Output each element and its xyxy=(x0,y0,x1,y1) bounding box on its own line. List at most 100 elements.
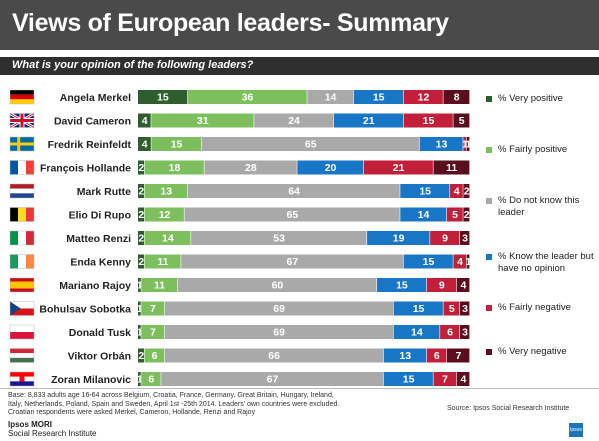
bar-segment xyxy=(181,254,403,269)
bar-segment xyxy=(443,90,470,104)
chart-row: Enda Kenny 2 11 67 15 4 1 xyxy=(9,254,471,269)
bar-segment xyxy=(138,325,141,339)
chart-row: François Hollande 2 18 28 20 21 11 xyxy=(9,160,470,175)
bar-segment xyxy=(403,254,453,269)
bar-segment xyxy=(433,160,470,175)
legend-item: % Very negative xyxy=(486,346,567,358)
italy-flag-icon xyxy=(9,230,35,246)
bar-segment xyxy=(333,113,403,128)
data-label: 4 xyxy=(142,115,148,127)
bar-segment xyxy=(353,90,403,104)
data-label: 7 xyxy=(150,327,156,339)
data-label: 7 xyxy=(150,303,156,315)
data-label: 11 xyxy=(154,280,165,292)
bar-segment xyxy=(403,90,443,104)
data-label: 4 xyxy=(460,374,466,386)
bar-segment xyxy=(456,372,470,386)
bar-segment xyxy=(460,301,470,316)
data-label: 2 xyxy=(138,209,144,221)
bar-segment xyxy=(138,90,188,104)
legend-label: % Fairly negative xyxy=(498,302,571,313)
bar-segment xyxy=(161,372,384,386)
bar-segment xyxy=(297,160,364,175)
data-label: 6 xyxy=(434,350,440,362)
bar-segment xyxy=(164,301,394,316)
data-label: 9 xyxy=(442,233,448,245)
data-label: 66 xyxy=(268,350,280,362)
chart-row: Mariano Rajoy 1 11 60 15 9 4 xyxy=(9,277,470,293)
data-label: 12 xyxy=(159,209,171,221)
data-label: 15 xyxy=(403,374,415,386)
brand-name: Ipsos MORI xyxy=(8,420,53,429)
data-label: 14 xyxy=(162,233,174,245)
category-label: Viktor Orbán xyxy=(68,351,131,363)
brand: Ipsos MORI Social Research Institute xyxy=(8,420,97,438)
data-label: 7 xyxy=(442,374,448,386)
bar-segment xyxy=(141,301,164,316)
bar-segment xyxy=(446,207,463,222)
question-strip: What is your opinion of the following le… xyxy=(0,57,599,75)
data-label: 28 xyxy=(245,162,257,174)
data-label: 4 xyxy=(457,256,463,268)
chart-row: Donald Tusk 1 7 69 14 6 3 xyxy=(9,324,470,340)
data-label: 7 xyxy=(455,350,461,362)
data-label: 36 xyxy=(242,92,254,104)
bar-segment xyxy=(453,254,467,269)
bar-segment xyxy=(141,372,161,386)
data-label: 15 xyxy=(171,139,183,151)
data-label: 11 xyxy=(157,256,168,268)
page-title: Views of European leaders- Summary xyxy=(12,9,449,37)
bar-segment xyxy=(400,207,447,222)
data-label: 15 xyxy=(419,186,431,198)
bar-segment xyxy=(144,231,191,245)
legend-item: % Fairly negative xyxy=(486,302,571,314)
data-label: 2 xyxy=(138,233,144,245)
bar-segment xyxy=(466,254,470,269)
chart-row: Zoran Milanovic 1 6 67 15 7 4 xyxy=(9,371,470,387)
data-label: 2 xyxy=(138,186,144,198)
data-label: 8 xyxy=(454,92,460,104)
data-label: 4 xyxy=(142,139,148,151)
uk-flag-icon xyxy=(9,112,35,129)
category-label: David Cameron xyxy=(54,116,131,128)
data-label: 13 xyxy=(436,139,448,151)
data-label: 60 xyxy=(272,280,284,292)
legend-item: % Know the leader but have no opinion xyxy=(486,251,596,274)
divider xyxy=(0,388,599,389)
bar-segment xyxy=(393,325,440,339)
data-label: 13 xyxy=(399,350,411,362)
category-label: Matteo Renzi xyxy=(66,233,131,245)
bar-segment xyxy=(138,160,145,175)
bar-segment xyxy=(187,184,400,198)
category-label: Enda Kenny xyxy=(70,257,131,269)
bar-segment xyxy=(430,231,460,245)
data-label: 2 xyxy=(464,186,470,198)
bar-segment xyxy=(383,348,427,363)
bar-segment xyxy=(367,231,430,245)
bar-segment xyxy=(144,207,184,222)
chart-row: Angela Merkel 15 36 14 15 12 8 xyxy=(9,89,470,105)
footnote-line: Croatian respondents were asked Merkel, … xyxy=(8,409,256,416)
bar-segment xyxy=(463,137,467,151)
bar-segment xyxy=(433,372,457,386)
data-label: 14 xyxy=(325,92,337,104)
data-label: 69 xyxy=(273,327,285,339)
data-label: 15 xyxy=(396,280,408,292)
bar-segment xyxy=(254,113,334,128)
bar-segment xyxy=(426,348,447,363)
data-label: 6 xyxy=(447,327,453,339)
bar-segment xyxy=(440,325,460,339)
data-label: 1 xyxy=(465,139,471,151)
data-label: 14 xyxy=(411,327,423,339)
bar-segment xyxy=(144,160,204,175)
bar-segment xyxy=(363,160,433,175)
poland-flag-icon xyxy=(9,324,35,340)
bar-segment xyxy=(151,137,202,151)
data-label: 15 xyxy=(413,303,425,315)
bar-segment xyxy=(138,231,145,245)
bar-segment xyxy=(138,372,141,386)
category-label: Mariano Rajoy xyxy=(59,280,131,292)
category-label: Bohulsav Sobotka xyxy=(39,304,131,316)
bar-segment xyxy=(184,207,400,222)
